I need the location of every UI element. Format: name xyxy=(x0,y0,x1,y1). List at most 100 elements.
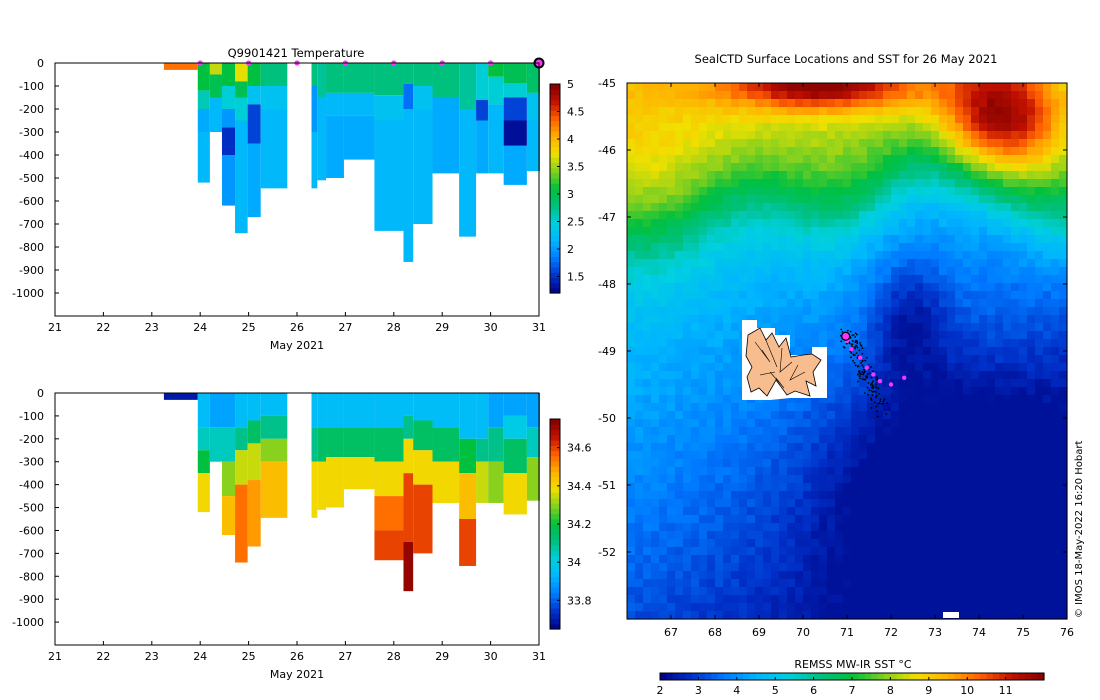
sst-cell xyxy=(907,515,916,524)
sst-cell xyxy=(643,355,652,364)
sst-cell xyxy=(771,603,780,612)
sst-cell xyxy=(755,595,764,604)
sst-cell xyxy=(763,611,772,620)
sst-cell xyxy=(723,99,732,108)
sst-cell xyxy=(851,91,860,100)
sst-cell xyxy=(955,195,964,204)
profile-cell xyxy=(197,63,210,91)
sst-cell xyxy=(643,419,652,428)
sst-cell xyxy=(955,539,964,548)
sst-cell xyxy=(1027,211,1036,220)
sst-cell xyxy=(763,459,772,468)
sst-cell xyxy=(1059,171,1068,180)
sst-colorbar-segment xyxy=(999,673,1007,680)
sst-cell xyxy=(995,459,1004,468)
sst-cell xyxy=(795,131,804,140)
sst-cell xyxy=(963,259,972,268)
sst-colorbar-segment xyxy=(794,673,802,680)
colorbar-segment xyxy=(550,503,560,509)
sst-colorbar-segment xyxy=(871,673,879,680)
profile-cell xyxy=(343,63,375,93)
sst-cell xyxy=(803,571,812,580)
profile-cell xyxy=(413,63,433,86)
sst-cell xyxy=(947,267,956,276)
sst-cell xyxy=(1003,563,1012,572)
sst-cell xyxy=(947,307,956,316)
sst-cell xyxy=(723,595,732,604)
sst-cell xyxy=(1003,91,1012,100)
sst-cell xyxy=(899,219,908,228)
sst-cell xyxy=(683,331,692,340)
sst-cell xyxy=(691,299,700,308)
dive-point xyxy=(862,373,865,376)
sst-cell xyxy=(723,171,732,180)
sst-cell xyxy=(699,107,708,116)
sst-cell xyxy=(955,283,964,292)
sst-cell xyxy=(939,475,948,484)
sst-cell xyxy=(675,195,684,204)
sst-cell xyxy=(955,443,964,452)
sst-cell xyxy=(843,547,852,556)
sst-cell xyxy=(707,347,716,356)
sst-cell xyxy=(739,611,748,620)
sst-cell xyxy=(931,267,940,276)
sst-colorbar-segment xyxy=(736,673,744,680)
sst-cell xyxy=(1035,355,1044,364)
dive-point xyxy=(882,400,885,403)
sst-cell xyxy=(1035,563,1044,572)
sst-cell xyxy=(955,483,964,492)
sst-cell xyxy=(651,507,660,516)
sst-cell xyxy=(939,275,948,284)
sst-cell xyxy=(795,323,804,332)
sst-cell xyxy=(1011,467,1020,476)
sst-cell xyxy=(859,403,868,412)
sst-cell xyxy=(731,491,740,500)
sst-cell xyxy=(651,227,660,236)
dive-point xyxy=(861,352,864,355)
sst-cell xyxy=(739,579,748,588)
sst-cell xyxy=(1043,99,1052,108)
sst-cell xyxy=(1019,531,1028,540)
sst-cell xyxy=(691,107,700,116)
sst-cell xyxy=(1051,603,1060,612)
sst-cell xyxy=(795,403,804,412)
sst-cell xyxy=(667,211,676,220)
dive-point xyxy=(877,402,879,405)
sst-cell xyxy=(643,83,652,92)
sst-cell xyxy=(931,275,940,284)
sst-cell xyxy=(635,243,644,252)
y-tick-label: -300 xyxy=(19,126,44,139)
sst-cell xyxy=(891,267,900,276)
sst-cell xyxy=(1003,371,1012,380)
sst-cell xyxy=(835,443,844,452)
sst-cell xyxy=(643,123,652,132)
sst-cell xyxy=(963,611,972,620)
sst-cell xyxy=(995,451,1004,460)
dive-point xyxy=(850,343,853,345)
sst-cell xyxy=(923,259,932,268)
sst-cell xyxy=(859,611,868,620)
sst-cell xyxy=(923,451,932,460)
sst-cell xyxy=(635,195,644,204)
sst-cell xyxy=(699,323,708,332)
sst-cell xyxy=(699,379,708,388)
colorbar-segment xyxy=(550,592,560,599)
sst-cell xyxy=(811,219,820,228)
sst-cell xyxy=(1051,555,1060,564)
sst-cell xyxy=(1027,195,1036,204)
sst-cell xyxy=(715,147,724,156)
sst-cell xyxy=(1019,211,1028,220)
sst-cell xyxy=(659,235,668,244)
sst-cell xyxy=(899,611,908,620)
sst-cell xyxy=(1011,251,1020,260)
sst-cell xyxy=(707,563,716,572)
sst-cell xyxy=(915,603,924,612)
sst-cell xyxy=(811,435,820,444)
sst-cell xyxy=(1027,387,1036,396)
sst-cell xyxy=(803,179,812,188)
sst-cell xyxy=(987,419,996,428)
sst-cell xyxy=(899,603,908,612)
sst-cell xyxy=(755,467,764,476)
dive-point xyxy=(885,413,888,415)
sst-cell xyxy=(699,131,708,140)
